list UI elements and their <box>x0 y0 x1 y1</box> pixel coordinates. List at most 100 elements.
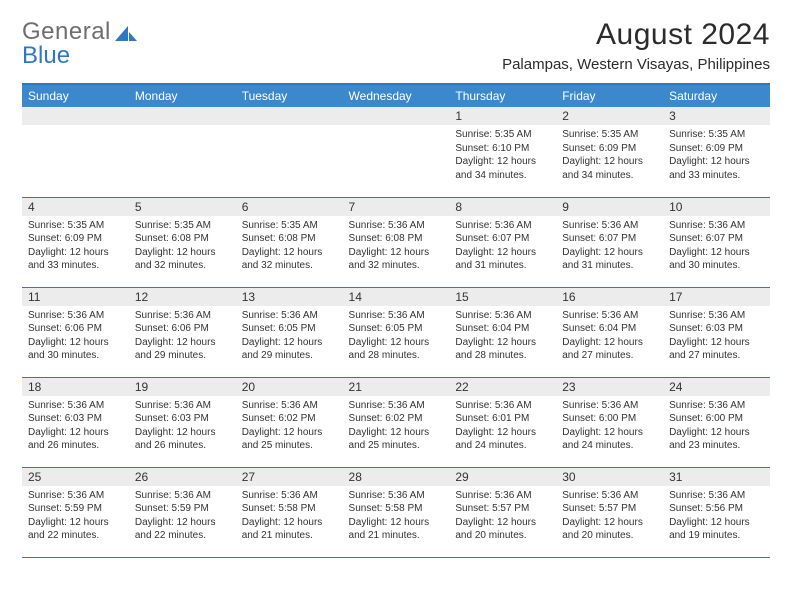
calendar-day-cell: 31Sunrise: 5:36 AMSunset: 5:56 PMDayligh… <box>663 467 770 557</box>
day-header: Wednesday <box>343 84 450 107</box>
calendar-day-cell: 17Sunrise: 5:36 AMSunset: 6:03 PMDayligh… <box>663 287 770 377</box>
calendar-day-cell: 15Sunrise: 5:36 AMSunset: 6:04 PMDayligh… <box>449 287 556 377</box>
day-number: 25 <box>22 468 129 486</box>
day-number: 22 <box>449 378 556 396</box>
calendar-day-cell: 10Sunrise: 5:36 AMSunset: 6:07 PMDayligh… <box>663 197 770 287</box>
day-info: Sunrise: 5:35 AMSunset: 6:08 PMDaylight:… <box>236 216 343 277</box>
day-number: 6 <box>236 198 343 216</box>
day-info: Sunrise: 5:35 AMSunset: 6:09 PMDaylight:… <box>663 125 770 186</box>
day-info: Sunrise: 5:36 AMSunset: 5:58 PMDaylight:… <box>343 486 450 547</box>
calendar-day-cell: 7Sunrise: 5:36 AMSunset: 6:08 PMDaylight… <box>343 197 450 287</box>
calendar-day-cell: 16Sunrise: 5:36 AMSunset: 6:04 PMDayligh… <box>556 287 663 377</box>
day-number <box>343 107 450 125</box>
day-info: Sunrise: 5:36 AMSunset: 5:57 PMDaylight:… <box>556 486 663 547</box>
calendar-day-cell: 28Sunrise: 5:36 AMSunset: 5:58 PMDayligh… <box>343 467 450 557</box>
logo-sail-icon <box>115 24 137 42</box>
calendar-table: SundayMondayTuesdayWednesdayThursdayFrid… <box>22 83 770 558</box>
day-header: Tuesday <box>236 84 343 107</box>
calendar-body: 1Sunrise: 5:35 AMSunset: 6:10 PMDaylight… <box>22 107 770 557</box>
day-info: Sunrise: 5:36 AMSunset: 5:59 PMDaylight:… <box>22 486 129 547</box>
day-number: 16 <box>556 288 663 306</box>
calendar-day-cell: 3Sunrise: 5:35 AMSunset: 6:09 PMDaylight… <box>663 107 770 197</box>
day-info: Sunrise: 5:36 AMSunset: 5:59 PMDaylight:… <box>129 486 236 547</box>
day-number <box>22 107 129 125</box>
calendar-week-row: 25Sunrise: 5:36 AMSunset: 5:59 PMDayligh… <box>22 467 770 557</box>
day-number: 28 <box>343 468 450 486</box>
calendar-day-cell: 26Sunrise: 5:36 AMSunset: 5:59 PMDayligh… <box>129 467 236 557</box>
calendar-week-row: 18Sunrise: 5:36 AMSunset: 6:03 PMDayligh… <box>22 377 770 467</box>
day-number: 5 <box>129 198 236 216</box>
calendar-day-cell: 1Sunrise: 5:35 AMSunset: 6:10 PMDaylight… <box>449 107 556 197</box>
calendar-day-cell: 13Sunrise: 5:36 AMSunset: 6:05 PMDayligh… <box>236 287 343 377</box>
calendar-day-cell: 6Sunrise: 5:35 AMSunset: 6:08 PMDaylight… <box>236 197 343 287</box>
day-info: Sunrise: 5:36 AMSunset: 5:57 PMDaylight:… <box>449 486 556 547</box>
calendar-day-cell: 29Sunrise: 5:36 AMSunset: 5:57 PMDayligh… <box>449 467 556 557</box>
day-number: 29 <box>449 468 556 486</box>
title-block: August 2024 Palampas, Western Visayas, P… <box>502 18 770 73</box>
header: General August 2024 Palampas, Western Vi… <box>22 18 770 73</box>
day-number: 11 <box>22 288 129 306</box>
day-number: 12 <box>129 288 236 306</box>
day-info: Sunrise: 5:36 AMSunset: 6:02 PMDaylight:… <box>236 396 343 457</box>
day-number: 15 <box>449 288 556 306</box>
day-number <box>236 107 343 125</box>
day-info: Sunrise: 5:36 AMSunset: 6:06 PMDaylight:… <box>22 306 129 367</box>
calendar-day-cell <box>129 107 236 197</box>
day-info: Sunrise: 5:35 AMSunset: 6:08 PMDaylight:… <box>129 216 236 277</box>
month-title: August 2024 <box>502 18 770 52</box>
calendar-week-row: 1Sunrise: 5:35 AMSunset: 6:10 PMDaylight… <box>22 107 770 197</box>
calendar-day-cell <box>22 107 129 197</box>
day-info: Sunrise: 5:36 AMSunset: 6:06 PMDaylight:… <box>129 306 236 367</box>
calendar-day-cell: 8Sunrise: 5:36 AMSunset: 6:07 PMDaylight… <box>449 197 556 287</box>
day-info: Sunrise: 5:36 AMSunset: 5:58 PMDaylight:… <box>236 486 343 547</box>
calendar-day-cell: 2Sunrise: 5:35 AMSunset: 6:09 PMDaylight… <box>556 107 663 197</box>
logo-text-blue: Blue <box>22 42 70 70</box>
day-number: 9 <box>556 198 663 216</box>
day-header: Friday <box>556 84 663 107</box>
day-number: 24 <box>663 378 770 396</box>
day-info: Sunrise: 5:36 AMSunset: 6:01 PMDaylight:… <box>449 396 556 457</box>
calendar-week-row: 4Sunrise: 5:35 AMSunset: 6:09 PMDaylight… <box>22 197 770 287</box>
calendar-day-cell <box>343 107 450 197</box>
calendar-day-cell: 19Sunrise: 5:36 AMSunset: 6:03 PMDayligh… <box>129 377 236 467</box>
day-number: 4 <box>22 198 129 216</box>
day-number: 18 <box>22 378 129 396</box>
day-info: Sunrise: 5:36 AMSunset: 6:05 PMDaylight:… <box>343 306 450 367</box>
day-info: Sunrise: 5:36 AMSunset: 6:03 PMDaylight:… <box>663 306 770 367</box>
calendar-day-cell: 23Sunrise: 5:36 AMSunset: 6:00 PMDayligh… <box>556 377 663 467</box>
day-info: Sunrise: 5:36 AMSunset: 6:07 PMDaylight:… <box>663 216 770 277</box>
day-info: Sunrise: 5:36 AMSunset: 6:02 PMDaylight:… <box>343 396 450 457</box>
day-number: 2 <box>556 107 663 125</box>
day-number: 14 <box>343 288 450 306</box>
day-number: 23 <box>556 378 663 396</box>
calendar-day-cell: 9Sunrise: 5:36 AMSunset: 6:07 PMDaylight… <box>556 197 663 287</box>
calendar-day-cell: 27Sunrise: 5:36 AMSunset: 5:58 PMDayligh… <box>236 467 343 557</box>
calendar-head: SundayMondayTuesdayWednesdayThursdayFrid… <box>22 84 770 107</box>
calendar-day-cell: 12Sunrise: 5:36 AMSunset: 6:06 PMDayligh… <box>129 287 236 377</box>
day-number: 8 <box>449 198 556 216</box>
calendar-day-cell <box>236 107 343 197</box>
day-number: 1 <box>449 107 556 125</box>
day-info: Sunrise: 5:36 AMSunset: 6:08 PMDaylight:… <box>343 216 450 277</box>
day-number: 21 <box>343 378 450 396</box>
day-header: Thursday <box>449 84 556 107</box>
day-info: Sunrise: 5:36 AMSunset: 5:56 PMDaylight:… <box>663 486 770 547</box>
calendar-day-cell: 14Sunrise: 5:36 AMSunset: 6:05 PMDayligh… <box>343 287 450 377</box>
calendar-week-row: 11Sunrise: 5:36 AMSunset: 6:06 PMDayligh… <box>22 287 770 377</box>
day-number: 17 <box>663 288 770 306</box>
day-info: Sunrise: 5:36 AMSunset: 6:03 PMDaylight:… <box>129 396 236 457</box>
day-number <box>129 107 236 125</box>
day-number: 31 <box>663 468 770 486</box>
day-info: Sunrise: 5:35 AMSunset: 6:09 PMDaylight:… <box>556 125 663 186</box>
day-number: 7 <box>343 198 450 216</box>
day-number: 26 <box>129 468 236 486</box>
calendar-day-cell: 22Sunrise: 5:36 AMSunset: 6:01 PMDayligh… <box>449 377 556 467</box>
calendar-day-cell: 25Sunrise: 5:36 AMSunset: 5:59 PMDayligh… <box>22 467 129 557</box>
day-info: Sunrise: 5:35 AMSunset: 6:09 PMDaylight:… <box>22 216 129 277</box>
day-header: Sunday <box>22 84 129 107</box>
day-info: Sunrise: 5:36 AMSunset: 6:07 PMDaylight:… <box>449 216 556 277</box>
day-number: 19 <box>129 378 236 396</box>
calendar-day-cell: 24Sunrise: 5:36 AMSunset: 6:00 PMDayligh… <box>663 377 770 467</box>
day-info: Sunrise: 5:36 AMSunset: 6:05 PMDaylight:… <box>236 306 343 367</box>
day-info: Sunrise: 5:36 AMSunset: 6:03 PMDaylight:… <box>22 396 129 457</box>
